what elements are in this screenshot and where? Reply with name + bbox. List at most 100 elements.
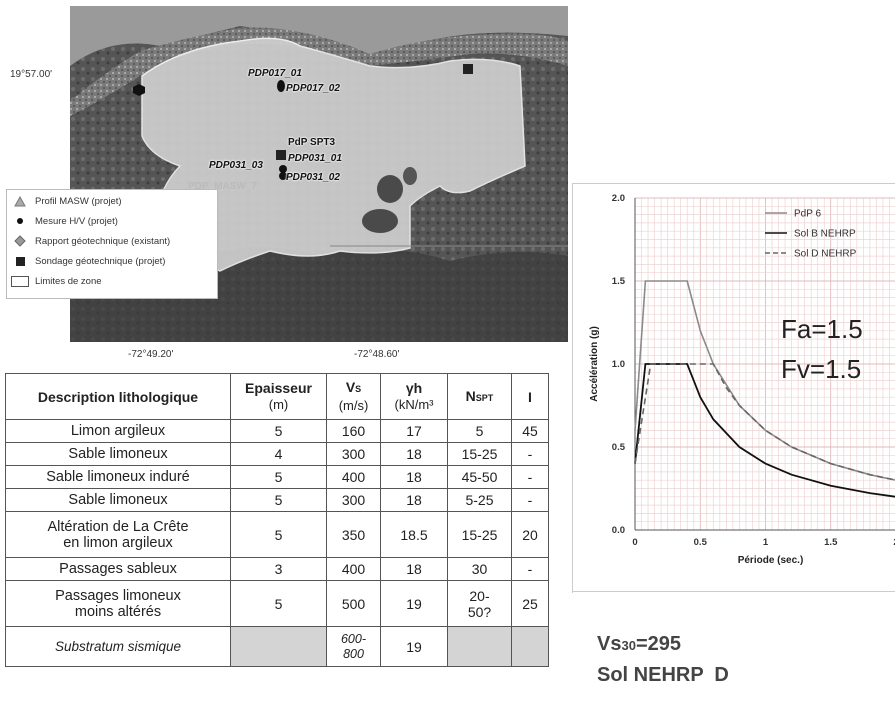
chart-canvas: 0 0.5 1 1.5 2 0.0 0.5 1.0 1.5 2.0 Période (sec.) Ac… [589,193,895,566]
table-row: Passages limoneux moins altérés 5 500 19 … [5,580,549,627]
response-spectrum-chart: 0 0.5 1 1.5 2 0.0 0.5 1.0 1.5 2.0 Période (sec.) Ac… [572,183,895,593]
diamond-icon [11,234,29,248]
y-tick-label: 0.0 [612,525,625,536]
cell-nspt: 15-25 [447,511,512,558]
map-coord-longitude-right: -72°48.60' [354,349,400,360]
header-vs: VS (m/s) [326,373,381,420]
chart-annotation-fa: Fa=1.5 [781,314,863,344]
y-tick-label: 1.5 [612,276,626,287]
x-tick-label: 2 [893,537,895,548]
header-ip: I [511,373,549,420]
cell-ip: - [511,488,549,512]
cell-nspt: 15-25 [447,442,512,466]
map-label-pdp031-01: PDP031_01 [288,153,342,164]
cell-description: Sable limoneux [5,442,231,466]
cell-thickness [230,626,327,667]
x-axis-label: Période (sec.) [738,555,804,566]
x-tick-label: 1.5 [824,537,838,548]
legend-item-hv: Mesure H/V (projet) [11,212,118,230]
legend-entry: PdP 6 [794,209,821,220]
cell-vs: 400 [326,557,381,581]
cell-description: Passages sableux [5,557,231,581]
vs30-subscript: 30 [621,638,636,653]
legend-label: Profil MASW (projet) [35,195,122,207]
cell-vs: 400 [326,465,381,489]
zone-rectangle-icon [11,274,29,288]
cell-description: Limon argileux [5,419,231,443]
cell-vs: 350 [326,511,381,558]
cell-vs: 300 [326,488,381,512]
map-coord-latitude: 19°57.00' [10,69,53,80]
cell-ip: - [511,557,549,581]
table-row: Sable limoneux induré 5 400 18 45-50 - [5,465,549,489]
x-tick-label: 1 [763,537,769,548]
map-label-pdp-masw-7: PDP_MASW_7 [188,181,257,192]
cell-vs: 600- 800 [326,626,381,667]
table-row: Sable limoneux 4 300 18 15-25 - [5,442,549,466]
cell-nspt [447,626,512,667]
cell-gamma: 19 [380,626,448,667]
cell-nspt: 45-50 [447,465,512,489]
series-line-sol-d-nehrp [634,363,895,481]
map-label-pdp031-03: PDP031_03 [209,160,263,171]
cell-description: Passages limoneux moins altérés [5,580,231,627]
cell-gamma: 17 [380,419,448,443]
legend-label: Mesure H/V (projet) [35,215,118,227]
dot-icon [11,214,29,228]
cell-description: Sable limoneux induré [5,465,231,489]
chart-annotation-fv: Fv=1.5 [781,354,862,384]
table-row: Passages sableux 3 400 18 30 - [5,557,549,581]
y-tick-label: 2.0 [612,193,625,204]
legend-item-report: Rapport géotechnique (existant) [11,232,170,250]
table-row: Limon argileux 5 160 17 5 45 [5,419,549,443]
legend-label: Limites de zone [35,275,102,287]
header-thickness: Epaisseur (m) [230,373,327,420]
cell-thickness: 5 [230,511,327,558]
cell-gamma: 18 [380,488,448,512]
legend-item-masw: Profil MASW (projet) [11,192,122,210]
table-row: Altération de La Crête en limon argileux … [5,511,549,558]
y-tick-label: 0.5 [612,442,626,453]
geotech-borehole-marker [276,150,286,160]
cell-gamma: 18.5 [380,511,448,558]
cell-vs: 300 [326,442,381,466]
x-tick-label: 0 [632,537,637,548]
legend-item-zone: Limites de zone [11,272,102,290]
cell-thickness: 3 [230,557,327,581]
soil-class-result: Sol NEHRP D [597,664,729,686]
cell-description: Sable limoneux [5,488,231,512]
vs30-result: Vs30=295 [597,633,681,656]
table-row: Substratum sismique 600- 800 19 [5,626,549,667]
cell-nspt: 30 [447,557,512,581]
header-nspt: NSPT [447,373,512,420]
x-tick-label: 0.5 [694,537,708,548]
cell-nspt: 20- 50? [447,580,512,627]
legend-entry: Sol B NEHRP [794,229,856,240]
map-coord-longitude-left: -72°49.20' [128,349,174,360]
legend-item-borehole: Sondage géotechnique (projet) [11,252,165,270]
table-header-row: Description lithologique Epaisseur (m) VS… [5,373,549,420]
cell-gamma: 18 [380,557,448,581]
map-label-pdp017-02: PDP017_02 [286,83,340,94]
cell-ip: 20 [511,511,549,558]
legend-entry: Sol D NEHRP [794,249,857,260]
map-legend: Profil MASW (projet) Mesure H/V (projet)… [6,189,218,299]
cell-gamma: 18 [380,465,448,489]
cell-description: Substratum sismique [5,626,231,667]
y-tick-label: 1.0 [612,359,625,370]
cell-thickness: 4 [230,442,327,466]
map-label-pdp-spt3: PdP SPT3 [288,137,336,148]
cell-gamma: 18 [380,442,448,466]
square-icon [11,254,29,268]
map-label-pdp017-01: PDP017_01 [248,68,302,79]
cell-vs: 160 [326,419,381,443]
cell-ip [511,626,549,667]
table-row: Sable limoneux 5 300 18 5-25 - [5,488,549,512]
map-label-pdp031-02: PDP031_02 [286,172,340,183]
cell-thickness: 5 [230,465,327,489]
cell-thickness: 5 [230,419,327,443]
cell-thickness: 5 [230,580,327,627]
vs30-value: =295 [635,633,681,655]
legend-label: Rapport géotechnique (existant) [35,235,171,247]
cell-gamma: 19 [380,580,448,627]
